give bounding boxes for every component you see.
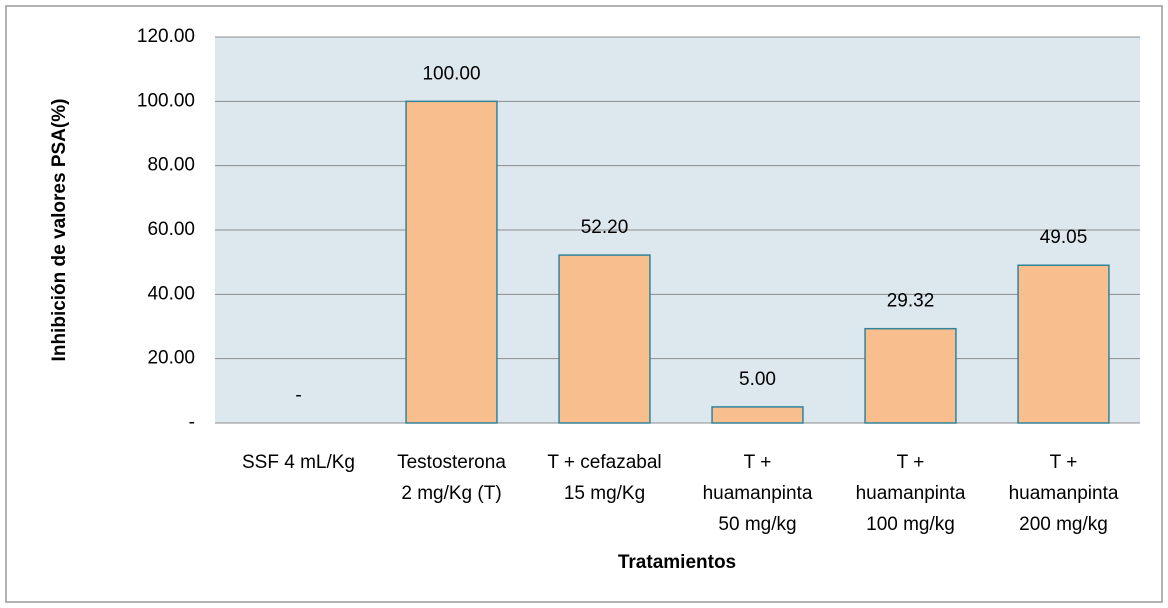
bar — [558, 254, 651, 424]
y-tick-label: 100.00 — [137, 90, 195, 111]
y-tick-label: 120.00 — [137, 26, 195, 47]
bar — [1017, 264, 1110, 424]
x-tick-label: T + huamanpinta 100 mg/kg — [856, 452, 966, 535]
x-tick-label: Testosterona 2 mg/Kg (T) — [397, 452, 506, 504]
y-tick-label: - — [189, 412, 195, 433]
y-tick-label: 20.00 — [147, 348, 195, 369]
y-tick-label: 40.00 — [147, 283, 195, 304]
x-tick-label: T + huamanpinta 50 mg/kg — [703, 452, 813, 535]
data-label: 5.00 — [739, 369, 776, 390]
data-label: 49.05 — [1040, 227, 1088, 248]
bar — [711, 406, 804, 424]
data-label: - — [295, 385, 301, 406]
x-tick-label: T + cefazabal 15 mg/Kg — [547, 452, 661, 504]
y-axis-title: Inhibición de valores PSA(%) — [49, 99, 70, 362]
y-tick-label: 60.00 — [147, 219, 195, 240]
x-tick-label: SSF 4 mL/Kg — [242, 452, 355, 473]
data-label: 100.00 — [422, 63, 480, 84]
y-tick-label: 80.00 — [147, 155, 195, 176]
bar — [405, 100, 498, 424]
bar — [864, 327, 957, 424]
data-label: 52.20 — [581, 217, 629, 238]
data-label: 29.32 — [887, 291, 935, 312]
x-tick-label: T + huamanpinta 200 mg/kg — [1009, 452, 1119, 535]
x-axis-title: Tratamientos — [618, 552, 736, 573]
